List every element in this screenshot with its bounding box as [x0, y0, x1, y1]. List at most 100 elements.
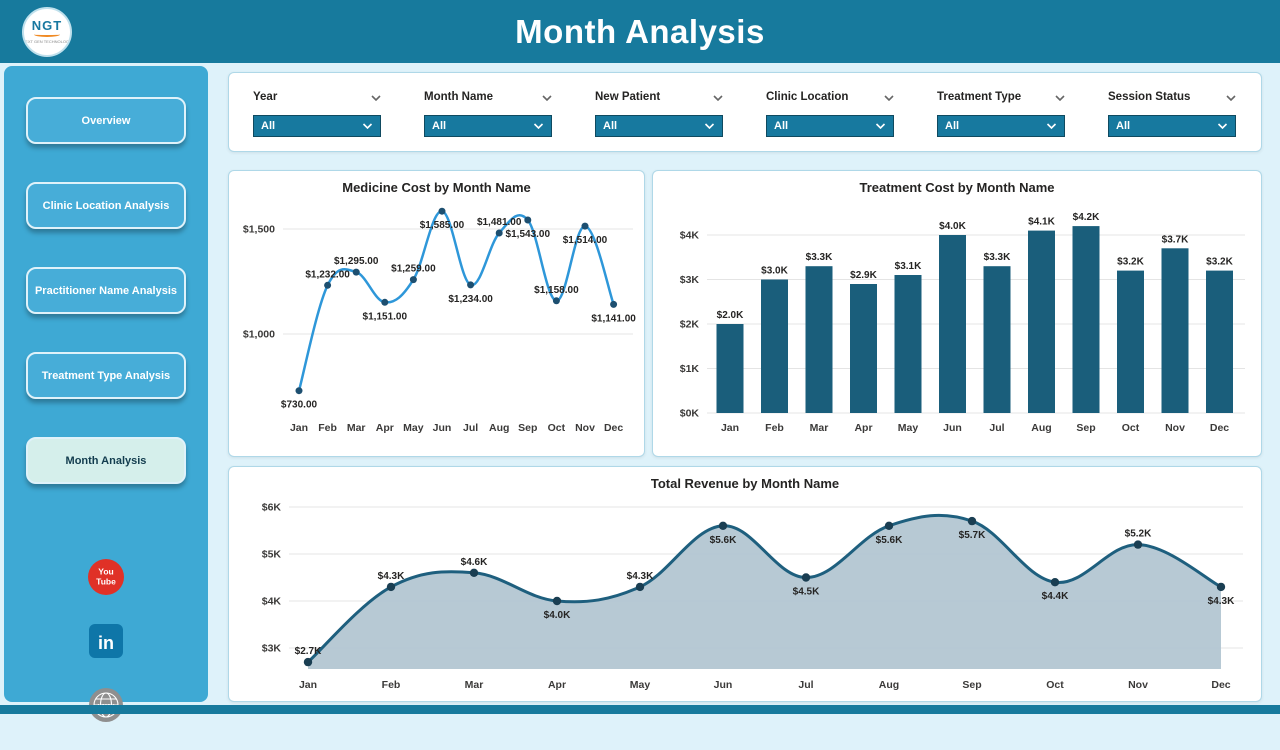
filter-selected-value: All: [603, 119, 618, 132]
filter-collapse-icon[interactable]: [1055, 88, 1065, 106]
point-label: $1,158.00: [534, 285, 579, 296]
bar[interactable]: [716, 324, 744, 413]
x-tick-label: Apr: [376, 422, 394, 434]
svg-text:You: You: [98, 567, 113, 577]
bar[interactable]: [761, 279, 788, 414]
data-point[interactable]: [552, 297, 560, 305]
data-point[interactable]: [1050, 578, 1060, 587]
data-point[interactable]: [581, 222, 589, 230]
logo-subtext: NEXT GEN TECHNOLOGY: [22, 39, 72, 44]
x-tick-label: Nov: [575, 422, 595, 434]
filter-dropdown[interactable]: All: [766, 114, 894, 137]
filter-dropdown[interactable]: All: [424, 114, 552, 137]
data-point[interactable]: [610, 300, 618, 308]
medicine-cost-chart-card: Medicine Cost by Month Name $1,000 $1,500…: [228, 170, 645, 457]
x-tick-label: Oct: [548, 422, 566, 434]
x-tick-label: Nov: [1165, 422, 1185, 434]
data-point[interactable]: [352, 268, 360, 276]
sidebar-item-practitioner-name-analysis[interactable]: Practitioner Name Analysis: [26, 267, 186, 314]
sidebar-item-clinic-location-analysis[interactable]: Clinic Location Analysis: [26, 182, 186, 229]
filter-label: Session Status: [1108, 90, 1191, 103]
data-point[interactable]: [469, 568, 479, 577]
dropdown-chevron-icon: [533, 120, 544, 132]
data-point[interactable]: [884, 521, 894, 530]
sidebar-item-overview[interactable]: Overview: [26, 97, 186, 144]
data-point[interactable]: [967, 516, 977, 526]
y-tick-label: $3K: [680, 274, 700, 286]
bar-label: $3.3K: [984, 252, 1011, 263]
filter-collapse-icon[interactable]: [371, 88, 381, 106]
x-tick-label: Jun: [714, 679, 733, 691]
filter-dropdown[interactable]: All: [937, 114, 1065, 137]
data-point[interactable]: [438, 207, 446, 215]
data-point[interactable]: [295, 387, 303, 395]
bar[interactable]: [1206, 270, 1233, 413]
x-tick-label: Nov: [1128, 679, 1148, 691]
x-tick-label: May: [630, 679, 651, 691]
filter-dropdown[interactable]: All: [253, 114, 381, 137]
x-tick-label: Feb: [765, 422, 784, 434]
filter-collapse-icon[interactable]: [713, 88, 723, 106]
filter-new-patient: New Patient All: [595, 88, 723, 137]
chart-title: Total Revenue by Month Name: [650, 476, 840, 491]
bar-label: $2.0K: [717, 310, 744, 321]
y-tick-label: $4K: [262, 596, 282, 608]
bar[interactable]: [1028, 230, 1055, 413]
point-label: $4.6K: [461, 557, 488, 568]
filter-selected-value: All: [1116, 119, 1131, 132]
data-point[interactable]: [381, 298, 389, 306]
filter-selected-value: All: [432, 119, 447, 132]
data-point[interactable]: [409, 276, 417, 284]
filter-dropdown[interactable]: All: [595, 114, 723, 137]
filter-collapse-icon[interactable]: [542, 88, 552, 106]
filter-month-name: Month Name All: [424, 88, 552, 137]
bar[interactable]: [850, 284, 877, 413]
x-tick-label: Mar: [810, 422, 829, 434]
data-point[interactable]: [1133, 540, 1143, 549]
data-point[interactable]: [635, 582, 645, 592]
filter-collapse-icon[interactable]: [884, 88, 894, 106]
ngt-logo: NGT NEXT GEN TECHNOLOGY: [22, 7, 72, 57]
data-point[interactable]: [718, 521, 728, 530]
dropdown-chevron-icon: [1217, 120, 1228, 132]
data-point[interactable]: [801, 573, 811, 582]
linkedin-icon[interactable]: in: [87, 622, 125, 660]
bar[interactable]: [983, 266, 1011, 413]
x-tick-label: May: [403, 422, 424, 434]
point-label: $4.0K: [544, 610, 571, 621]
youtube-icon[interactable]: You Tube: [87, 558, 125, 596]
sidebar-item-month-analysis[interactable]: Month Analysis: [26, 437, 186, 484]
data-point[interactable]: [1216, 582, 1226, 592]
sidebar-item-treatment-type-analysis[interactable]: Treatment Type Analysis: [26, 352, 186, 399]
filter-label: Clinic Location: [766, 90, 849, 103]
data-point[interactable]: [552, 596, 562, 606]
y-tick-label: $0K: [680, 408, 700, 420]
data-point[interactable]: [495, 229, 503, 237]
filter-label: New Patient: [595, 90, 661, 103]
point-label: $1,234.00: [448, 294, 493, 305]
filter-treatment-type: Treatment Type All: [937, 88, 1065, 137]
filter-year: Year All: [253, 88, 381, 137]
filter-collapse-icon[interactable]: [1226, 88, 1236, 106]
bar[interactable]: [1161, 248, 1189, 413]
point-label: $1,232.00: [305, 269, 350, 280]
bar-label: $3.7K: [1162, 234, 1189, 245]
bar[interactable]: [1117, 270, 1144, 413]
y-tick-label: $5K: [262, 549, 282, 561]
bar[interactable]: [894, 275, 922, 413]
dropdown-chevron-icon: [1046, 120, 1057, 132]
data-point[interactable]: [303, 657, 313, 667]
data-point[interactable]: [386, 582, 396, 592]
data-point[interactable]: [524, 216, 532, 224]
filter-selected-value: All: [774, 119, 789, 132]
bar[interactable]: [805, 266, 833, 413]
filter-dropdown[interactable]: All: [1108, 114, 1236, 137]
data-point[interactable]: [467, 281, 475, 289]
bar[interactable]: [1072, 226, 1100, 413]
x-tick-label: Jun: [433, 422, 452, 434]
y-tick-label: $4K: [680, 230, 700, 242]
bar[interactable]: [939, 235, 966, 413]
filter-label: Treatment Type: [937, 90, 1022, 103]
data-point[interactable]: [324, 281, 332, 289]
y-tick-label: $3K: [262, 643, 282, 655]
